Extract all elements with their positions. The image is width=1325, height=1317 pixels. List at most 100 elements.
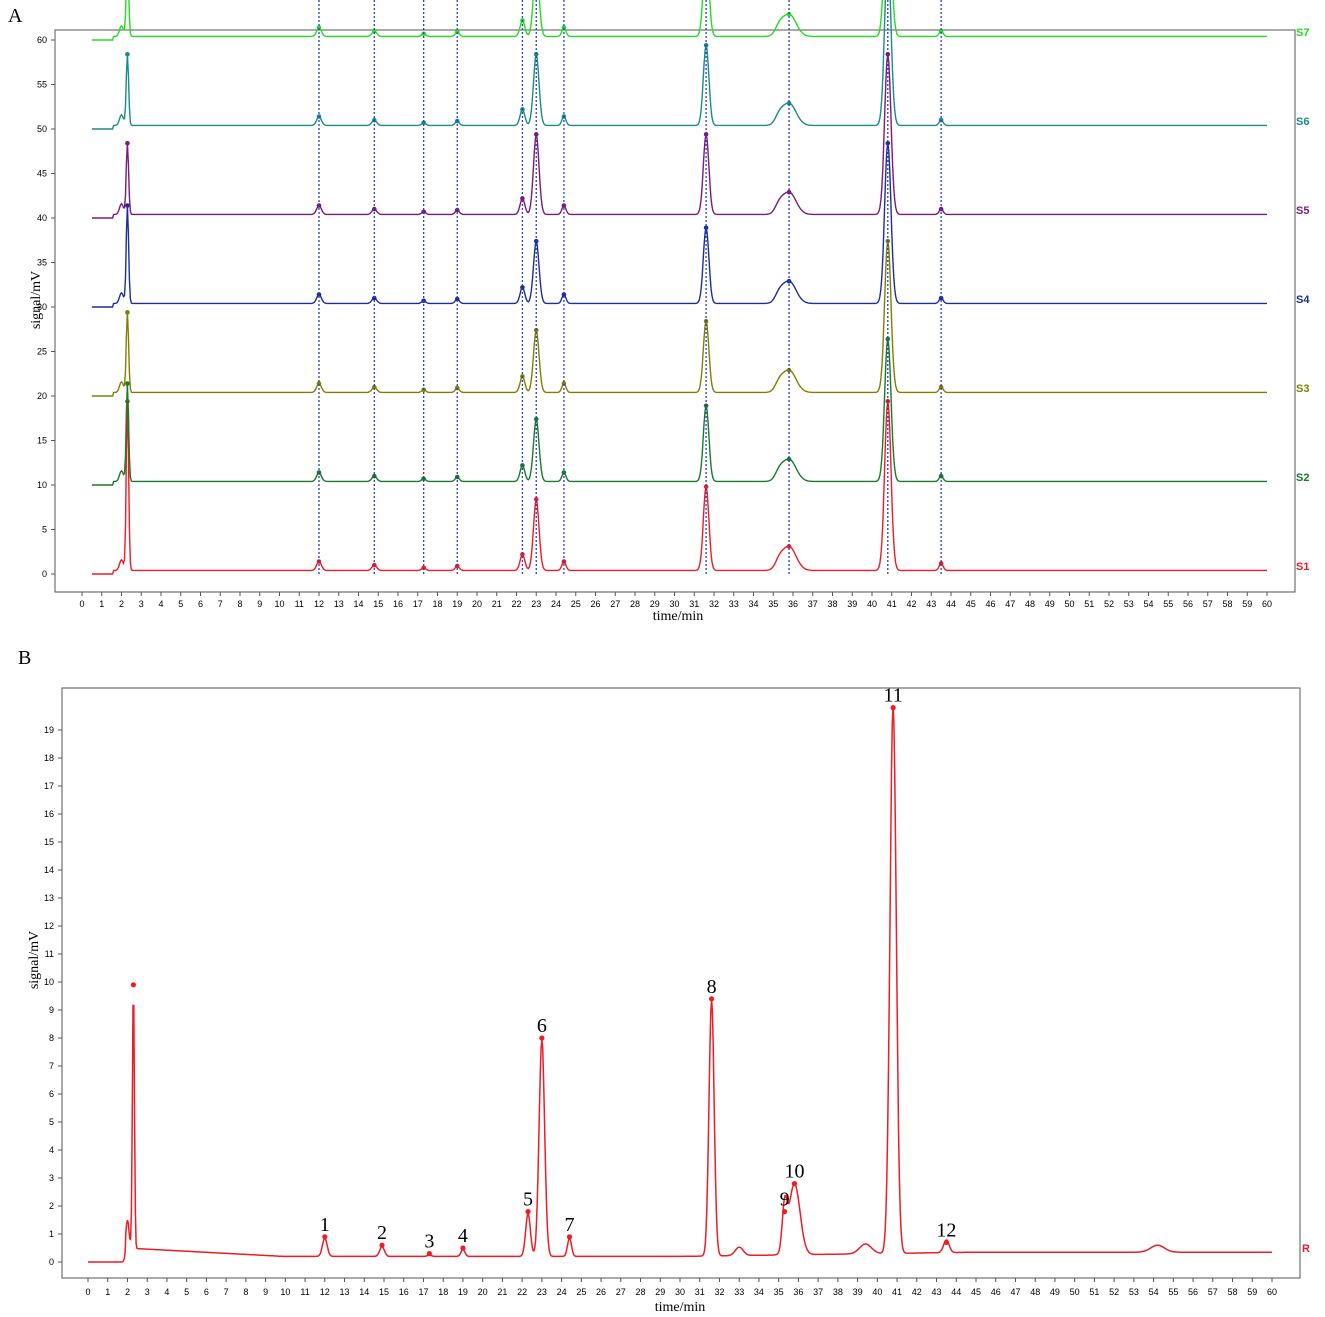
- peak-marker: [426, 1251, 432, 1257]
- series-label: S6: [1296, 116, 1309, 128]
- x-tick-label: 52: [1104, 599, 1114, 609]
- peak-label: 6: [537, 1015, 547, 1037]
- x-tick-label: 19: [458, 1287, 468, 1297]
- y-tick-label: 3: [49, 1173, 54, 1183]
- peak-marker: [786, 456, 792, 462]
- x-tick-label: 53: [1124, 599, 1134, 609]
- x-tick-label: 41: [892, 1287, 902, 1297]
- x-tick-label: 22: [517, 1287, 527, 1297]
- x-tick-label: 60: [1267, 1287, 1277, 1297]
- y-tick-label: 4: [49, 1145, 54, 1155]
- x-tick-label: 46: [985, 599, 995, 609]
- x-tick-label: 29: [650, 599, 660, 609]
- x-tick-label: 60: [1262, 599, 1272, 609]
- y-tick-label: 8: [49, 1033, 54, 1043]
- peak-label: 8: [707, 976, 717, 998]
- peak-marker: [454, 29, 460, 35]
- x-tick-label: 34: [754, 1287, 764, 1297]
- x-tick-label: 45: [971, 1287, 981, 1297]
- peak-label: 11: [883, 685, 902, 707]
- x-tick-label: 48: [1025, 599, 1035, 609]
- peak-marker: [520, 196, 525, 201]
- peak-label: 2: [377, 1222, 387, 1244]
- x-tick-label: 6: [198, 599, 203, 609]
- y-tick-label: 45: [37, 169, 47, 179]
- x-tick-label: 11: [295, 599, 304, 609]
- x-axis-title-b: time/min: [655, 1300, 706, 1315]
- peak-marker: [561, 25, 567, 30]
- x-tick-label: 9: [263, 1287, 268, 1297]
- peak-marker: [454, 296, 460, 302]
- x-tick-label: 24: [551, 599, 561, 609]
- y-tick-label: 50: [37, 124, 47, 134]
- x-tick-label: 41: [887, 599, 897, 609]
- y-tick-label: 40: [37, 213, 47, 223]
- x-tick-label: 51: [1089, 1287, 1099, 1297]
- series-line: [91, 338, 1267, 486]
- peak-marker: [525, 1209, 531, 1215]
- x-tick-label: 12: [320, 1287, 330, 1297]
- x-tick-label: 15: [379, 1287, 389, 1297]
- x-tick-label: 11: [300, 1287, 309, 1297]
- x-tick-label: 15: [373, 599, 383, 609]
- x-tick-label: 35: [768, 599, 778, 609]
- x-tick-label: 37: [808, 599, 818, 609]
- y-tick-label: 11: [45, 949, 54, 959]
- x-tick-label: 3: [139, 599, 144, 609]
- peak-marker: [421, 209, 426, 215]
- peak-marker: [786, 367, 792, 373]
- y-tick-label: 12: [44, 921, 54, 931]
- series-line: [91, 54, 1267, 219]
- x-tick-label: 10: [280, 1287, 290, 1297]
- x-tick-label: 5: [178, 599, 183, 609]
- x-tick-label: 35: [774, 1287, 784, 1297]
- x-tick-label: 12: [314, 599, 324, 609]
- y-tick-label: 16: [44, 809, 54, 819]
- plot-frame-a: [54, 29, 1296, 593]
- y-tick-label: 15: [37, 436, 47, 446]
- peak-marker: [125, 203, 130, 208]
- series-label: S1: [1296, 561, 1309, 573]
- x-tick-label: 29: [655, 1287, 665, 1297]
- x-tick-label: 16: [393, 599, 403, 609]
- peak-marker: [539, 1035, 545, 1041]
- x-tick-label: 18: [432, 599, 442, 609]
- x-tick-label: 25: [576, 1287, 586, 1297]
- peak-marker: [885, 336, 891, 342]
- y-tick-label: 5: [42, 525, 47, 535]
- peak-marker: [125, 310, 130, 315]
- x-tick-label: 59: [1247, 1287, 1257, 1297]
- x-tick-label: 21: [492, 599, 502, 609]
- x-tick-label: 7: [218, 599, 223, 609]
- x-tick-label: 26: [596, 1287, 606, 1297]
- x-tick-label: 4: [158, 599, 163, 609]
- peak-marker: [421, 120, 426, 126]
- x-tick-label: 8: [243, 1287, 248, 1297]
- y-tick-label: 6: [49, 1089, 54, 1099]
- x-tick-label: 40: [867, 599, 877, 609]
- x-tick-label: 44: [951, 1287, 961, 1297]
- x-tick-label: 39: [847, 599, 857, 609]
- peak-label: 5: [523, 1189, 533, 1211]
- peak-marker: [316, 25, 322, 30]
- x-tick-label: 6: [204, 1287, 209, 1297]
- peak-marker: [938, 295, 944, 301]
- peak-marker: [379, 1242, 385, 1248]
- y-tick-label: 55: [37, 80, 47, 90]
- x-tick-label: 36: [793, 1287, 803, 1297]
- x-tick-label: 45: [966, 599, 976, 609]
- series-line: [91, 241, 1267, 397]
- peak-label: 3: [424, 1231, 434, 1253]
- x-tick-label: 47: [1005, 599, 1015, 609]
- peak-label: 9: [780, 1189, 790, 1211]
- x-tick-label: 58: [1228, 1287, 1238, 1297]
- x-tick-label: 9: [257, 599, 262, 609]
- x-tick-label: 58: [1222, 599, 1232, 609]
- y-axis-title-b: signal/mV: [27, 931, 42, 989]
- peak-label: 12: [936, 1219, 956, 1241]
- x-tick-label: 55: [1168, 1287, 1178, 1297]
- peak-marker: [943, 1239, 950, 1245]
- x-tick-label: 20: [472, 599, 482, 609]
- peak-marker: [316, 381, 322, 386]
